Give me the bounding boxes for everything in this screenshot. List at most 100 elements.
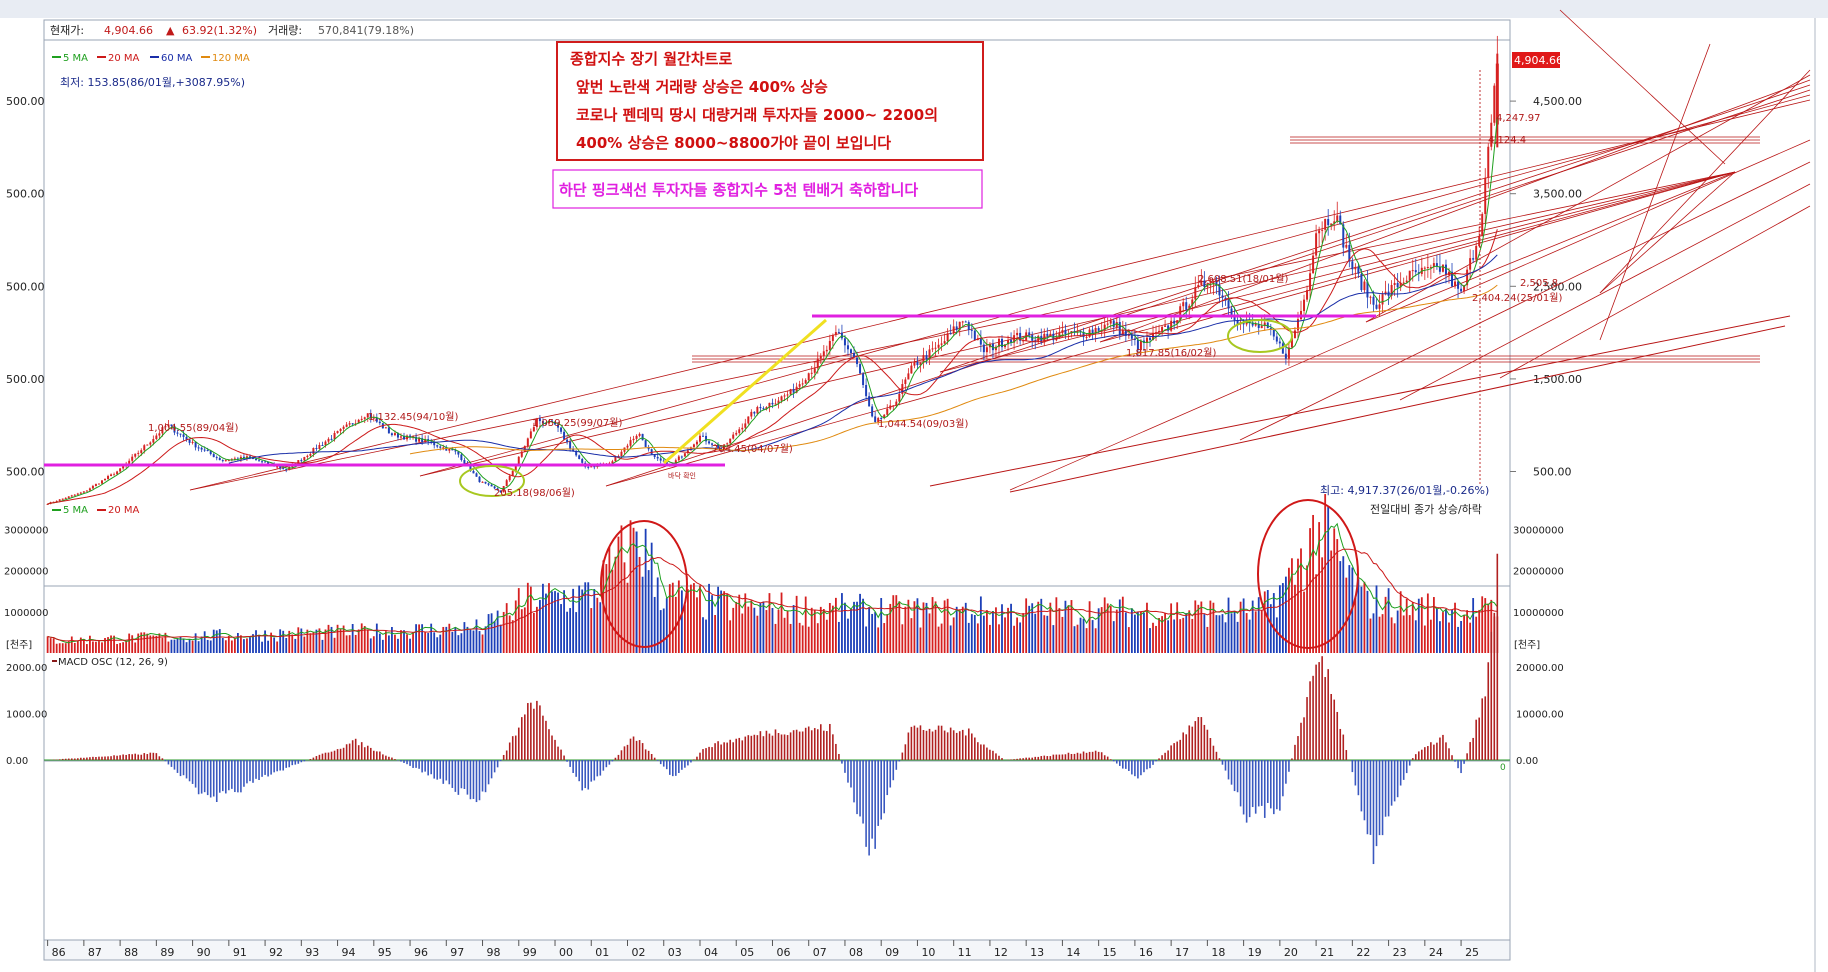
volume-bar [523, 607, 526, 653]
candle-body [720, 448, 723, 450]
volume-bar [1390, 617, 1393, 653]
candle-body [695, 441, 698, 445]
volume-bar [249, 637, 251, 653]
volume-bar [215, 630, 218, 653]
volume-bar [1442, 612, 1444, 653]
volume-bar [889, 603, 892, 653]
volume-bar [511, 620, 514, 653]
right-price-tick-4: 500.00 [1533, 466, 1572, 479]
candle-body [916, 361, 919, 366]
candle-body [1049, 333, 1052, 336]
volume-bar [1076, 624, 1079, 653]
volume-bar [801, 625, 804, 653]
fan-line-a3 [939, 84, 1811, 373]
volume-bar [1330, 550, 1333, 653]
volume-bar [539, 600, 541, 653]
candle-body [702, 435, 704, 437]
volume-bar [252, 634, 254, 653]
candle-body [475, 473, 478, 477]
candle-body [369, 413, 372, 419]
volume-bar [499, 624, 502, 653]
candle-body [913, 361, 916, 366]
candle-body [1167, 325, 1170, 331]
volume-bar [626, 582, 629, 653]
candle-body [1369, 296, 1372, 298]
left-price-tick-3: 500.00 [6, 373, 45, 386]
volume-bar [493, 620, 496, 653]
candle-body [191, 441, 194, 443]
volume-bar [173, 639, 176, 653]
x-label-86: 86 [52, 946, 66, 959]
volume-bar [807, 626, 810, 653]
volume-bar [850, 608, 852, 653]
volume-bar [958, 609, 961, 653]
volume-bar [979, 596, 982, 653]
volume-bar [1315, 574, 1318, 653]
candle-body [1112, 320, 1115, 327]
volume-bar [113, 635, 115, 653]
candle-body [804, 380, 807, 384]
volume-bar [1324, 494, 1327, 653]
candle-body [816, 358, 819, 369]
volume-bar [197, 641, 200, 653]
volume-bar [783, 617, 786, 653]
volume-bar [1016, 617, 1019, 653]
candle-body [1043, 333, 1046, 343]
candle-body [529, 431, 532, 439]
volume-bar [1106, 603, 1109, 653]
volume-bar [279, 629, 282, 653]
volume-bar [1043, 615, 1046, 653]
volume-left-tick-2: 1000000 [4, 608, 49, 619]
x-label-15: 15 [1103, 946, 1117, 959]
volume-bar [1040, 598, 1043, 653]
candle-body [1293, 330, 1296, 339]
candle-body [315, 448, 318, 450]
volume-bar [409, 638, 411, 653]
candle-body [264, 461, 267, 463]
x-label-12: 12 [994, 946, 1008, 959]
volume-bar [73, 642, 76, 653]
volume-bar [1297, 558, 1299, 653]
volume-bar [1466, 610, 1469, 653]
volume-bar [1288, 567, 1290, 653]
volume-bar [1448, 622, 1450, 653]
volume-bar [940, 623, 943, 653]
x-label-22: 22 [1356, 946, 1370, 959]
volume-bar [1224, 622, 1227, 653]
x-label-03: 03 [668, 946, 682, 959]
candle-body [149, 442, 152, 445]
volume-bar [1203, 614, 1206, 653]
volume-bar [297, 627, 300, 653]
peak-label-9: 4,247.97 [1496, 113, 1541, 124]
volume-bar [638, 556, 641, 653]
candle-body [837, 332, 840, 334]
candle-body [1013, 335, 1016, 343]
candle-body [1142, 340, 1145, 344]
macd-right-tick-1: 10000.00 [1516, 710, 1564, 721]
volume-bar [1393, 623, 1396, 653]
candle-body [544, 423, 547, 425]
volume-bar [221, 637, 224, 653]
volume-bar [665, 598, 668, 653]
x-label-01: 01 [595, 946, 609, 959]
volume-bar [288, 630, 291, 653]
annotation-line-1: 앞번 노란색 거래량 상승은 400% 상승 [576, 78, 828, 96]
volume-left-tick-0: 3000000 [4, 525, 49, 536]
volume-bar [1281, 583, 1284, 653]
volume-right-tick-2: 10000000 [1513, 608, 1564, 619]
candle-body [1221, 295, 1224, 298]
candle-body [886, 408, 889, 415]
volume-left-tick-1: 2000000 [4, 567, 49, 578]
macd-bars-group [49, 553, 1499, 865]
volume-bar [375, 623, 378, 653]
volume-bar [415, 624, 417, 653]
volume-bar [212, 629, 215, 653]
candle-body [1441, 264, 1444, 272]
candle-body [372, 417, 375, 419]
candle-body [182, 434, 185, 437]
volume-bar [1115, 609, 1118, 653]
volume-bar [711, 595, 713, 653]
fan-line-b1 [419, 171, 1736, 477]
volume-bar [1484, 598, 1487, 653]
